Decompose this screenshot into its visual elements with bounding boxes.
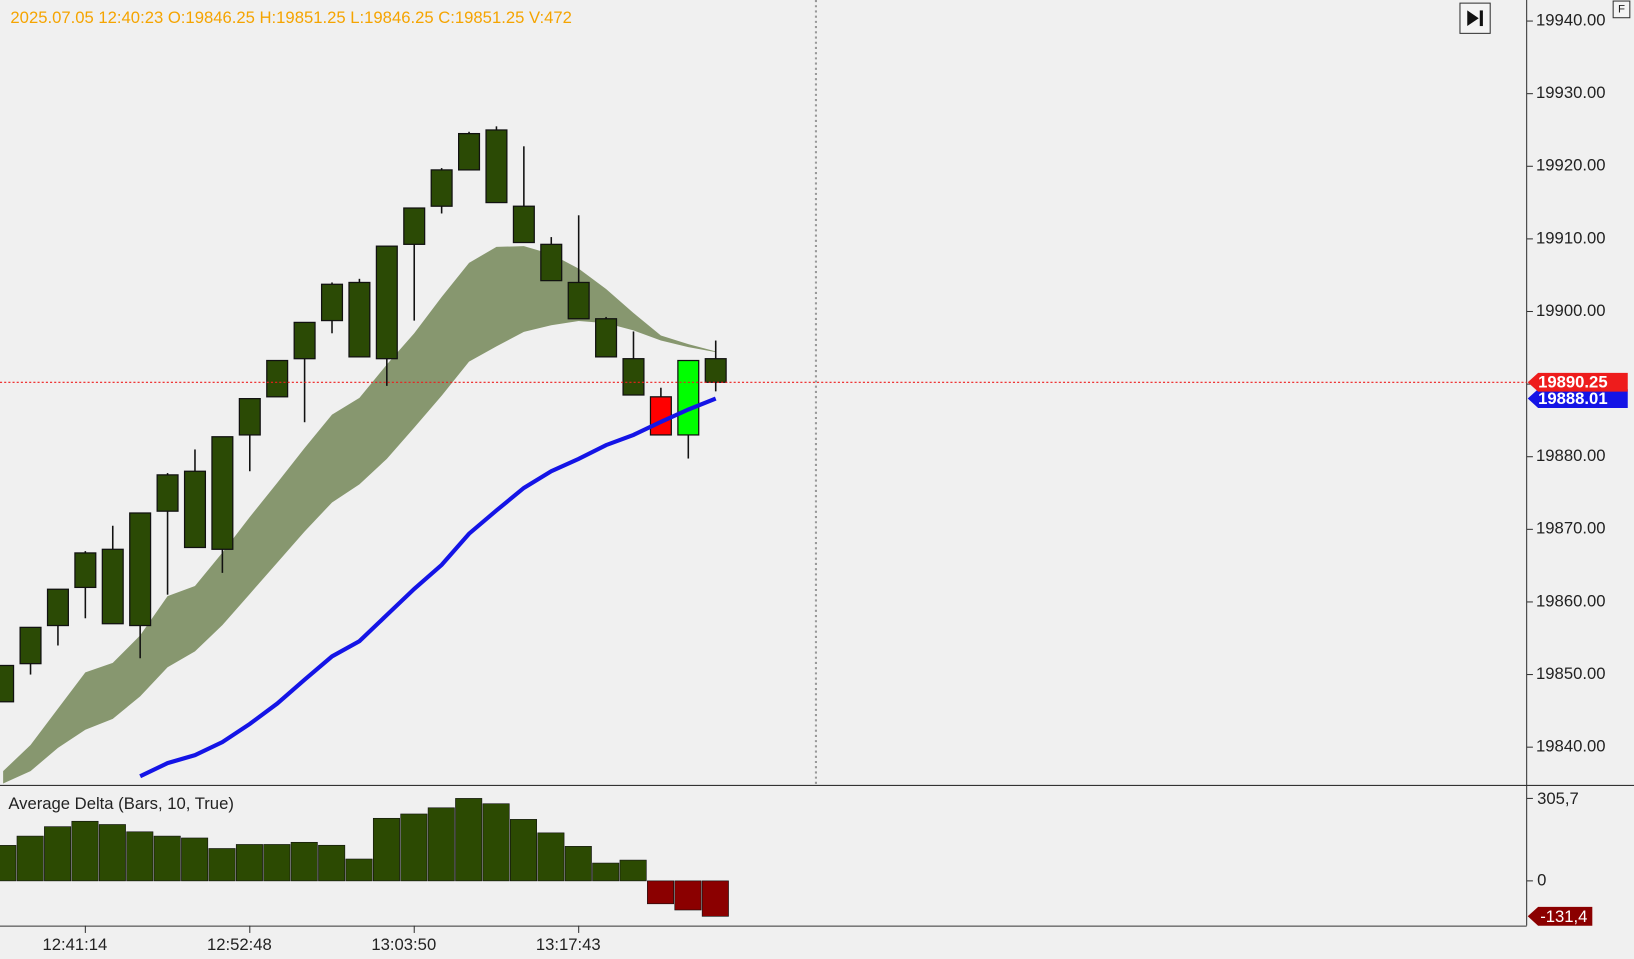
y-tick-label: 19840.00 [1536, 737, 1605, 756]
delta-bar [0, 845, 17, 882]
ma-marker-box [1527, 389, 1628, 408]
delta-bar [44, 826, 72, 882]
price-marker-box [1527, 372, 1628, 392]
x-tick-label: 13:03:50 [371, 935, 436, 954]
y-tick-label: 19870.00 [1536, 519, 1605, 538]
delta-bar [647, 880, 675, 905]
candle-body [457, 132, 481, 171]
delta-bar [98, 824, 126, 882]
delta-bar [153, 835, 181, 882]
candle-body [512, 205, 535, 244]
delta-bar [126, 831, 154, 882]
candle-body [348, 281, 371, 358]
delta-bar [482, 803, 510, 882]
candle-body [677, 359, 700, 436]
delta-bar [290, 841, 318, 882]
y-tick-label: 19940.00 [1536, 10, 1605, 29]
candle-body [649, 396, 672, 436]
y-tick-label: 19880.00 [1536, 446, 1605, 465]
delta-bar [181, 837, 209, 882]
indicator-title: Average Delta (Bars, 10, True) [8, 794, 234, 813]
candle-body [19, 626, 42, 665]
delta-bar [208, 848, 236, 882]
delta-bar [263, 844, 291, 882]
x-tick-label: 12:41:14 [43, 935, 108, 954]
delta-bar [235, 844, 263, 882]
candle-body [238, 398, 261, 436]
candle-body [46, 588, 69, 627]
y-tick-label: 0 [1537, 870, 1546, 889]
delta-bar [592, 862, 620, 882]
candle-body [430, 169, 453, 207]
y-tick-label: 305,7 [1537, 789, 1579, 808]
delta-bar [372, 817, 400, 882]
cloud-band [3, 246, 716, 784]
delta-bar [537, 832, 565, 882]
y-tick-label: 19930.00 [1536, 83, 1605, 102]
candle-body [403, 207, 426, 245]
delta-bar [345, 858, 373, 882]
candle-body [595, 318, 618, 358]
moving-average [139, 396, 717, 779]
candle-body [74, 552, 97, 589]
ohlc-header: 2025.07.05 12:40:23 O:19846.25 H:19851.2… [10, 8, 571, 27]
delta-bar [509, 819, 537, 882]
x-tick-label: 13:17:43 [536, 935, 601, 954]
scroll-end-button[interactable] [1459, 2, 1491, 34]
delta-bar [16, 835, 44, 882]
f-button[interactable]: F [1612, 0, 1631, 19]
candle-body [320, 283, 344, 322]
button-icon [1479, 10, 1483, 27]
candle-body [156, 474, 179, 512]
ma-marker-label: 19888.01 [1538, 389, 1607, 408]
y-tick-label: 19900.00 [1536, 301, 1605, 320]
candle-body [211, 436, 234, 550]
delta-bar [674, 880, 702, 911]
delta-bar [318, 844, 346, 882]
candle-body [293, 321, 316, 360]
button-icon [1467, 10, 1479, 27]
delta-bar [400, 813, 428, 882]
candle-body [485, 129, 508, 204]
y-tick-label: 19910.00 [1536, 228, 1605, 247]
candle-body [266, 359, 289, 398]
y-tick-label: 19850.00 [1536, 664, 1605, 683]
candle-body [183, 470, 207, 549]
delta-bar [619, 859, 647, 882]
candle-body [704, 358, 727, 383]
candle-body [0, 664, 15, 703]
y-tick-label: 19920.00 [1536, 156, 1605, 175]
delta-bar [427, 807, 455, 882]
candle-body [622, 358, 645, 396]
candle-body [540, 243, 563, 282]
delta-bar [701, 880, 729, 917]
button-frame[interactable] [1612, 0, 1631, 19]
candle-body [101, 548, 124, 625]
delta-bar [455, 798, 483, 882]
price-marker-label: 19890.25 [1538, 373, 1607, 392]
x-tick-label: 12:52:48 [207, 935, 272, 954]
candle-body [567, 281, 590, 320]
candle-body [375, 245, 398, 360]
candle-body [129, 512, 152, 627]
delta-marker-label: -131,4 [1540, 907, 1587, 926]
delta-bar [564, 846, 592, 882]
button-label: F [1618, 3, 1625, 15]
y-tick-label: 19860.00 [1536, 591, 1605, 610]
delta-marker-box [1527, 906, 1593, 926]
delta-bar [71, 820, 99, 882]
